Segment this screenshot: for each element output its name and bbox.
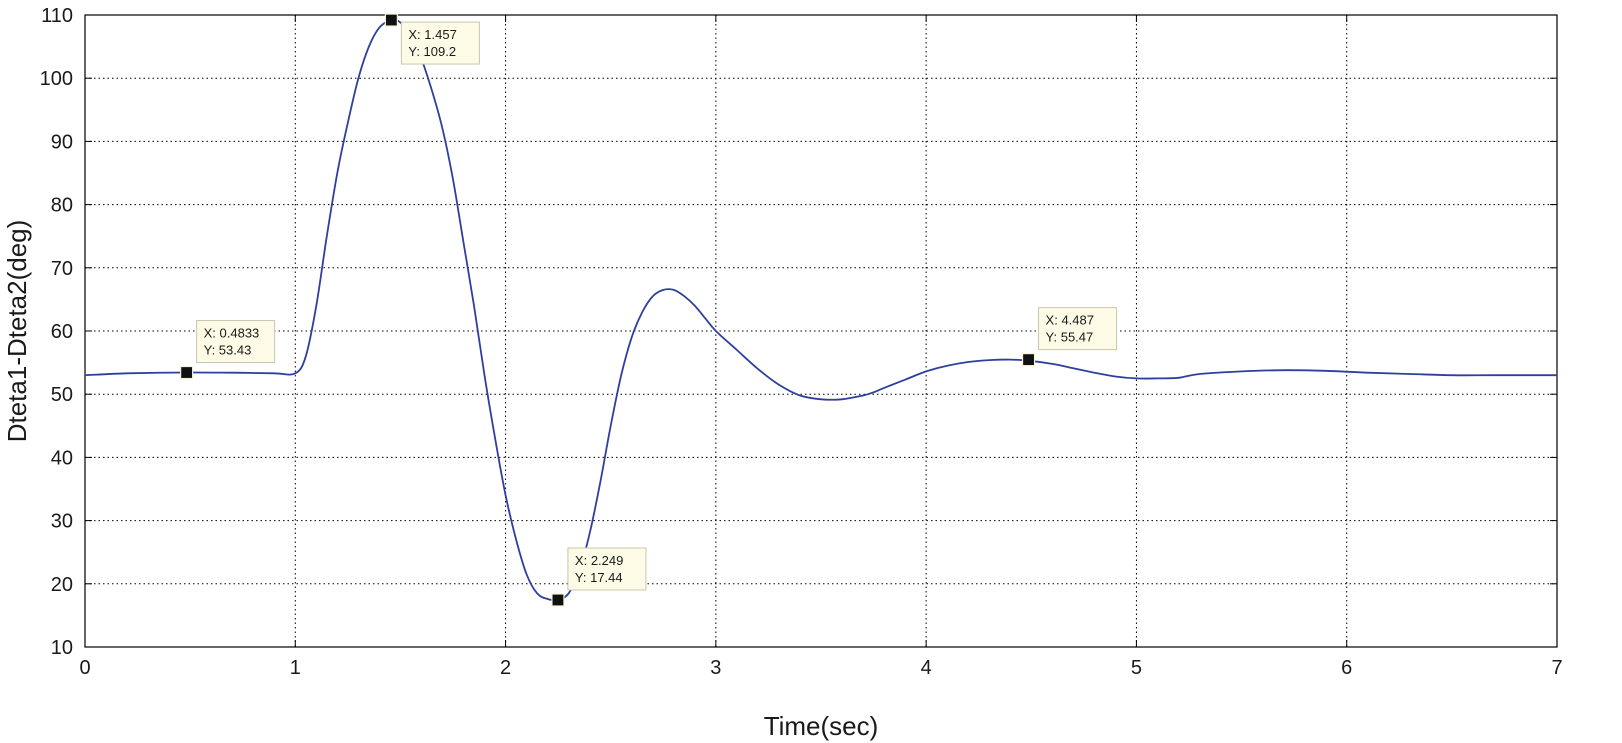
y-tick-label: 20 [51, 574, 73, 596]
y-tick-label: 110 [41, 5, 73, 27]
y-tick-label: 60 [51, 321, 73, 343]
datatip-box [196, 320, 276, 364]
x-tick-label: 2 [500, 657, 511, 679]
datatip-marker [180, 365, 194, 380]
x-tick-label: 5 [1131, 657, 1142, 679]
datatip-x-label: X: 2.249 [575, 553, 623, 568]
x-tick-label: 4 [921, 657, 932, 679]
y-tick-label: 30 [51, 511, 73, 533]
x-axis-title: Time(sec) [764, 711, 879, 741]
datatip-box [400, 21, 480, 65]
series-layer [84, 18, 1557, 602]
y-tick-label: 40 [51, 447, 73, 469]
datatip-box [1038, 307, 1118, 351]
x-tick-label: 6 [1341, 657, 1352, 679]
x-tick-label: 1 [290, 657, 301, 679]
datatip-layer: X: 0.4833 Y: 53.43 X: 1.457 Y: 109.2 X: 2.24… [180, 13, 1118, 607]
axis-ticks: 0 1 2 3 4 5 6 7 10 20 30 40 50 60 70 80 90 100 110 [40, 5, 1563, 679]
y-tick-label: 10 [51, 637, 73, 659]
datatip: X: 4.487 Y: 55.47 [1021, 307, 1118, 367]
datatip-marker [551, 593, 565, 607]
datatip-y-label: Y: 55.47 [1046, 330, 1094, 345]
datatip: X: 1.457 Y: 109.2 [384, 13, 480, 65]
x-tick-label: 0 [79, 657, 90, 679]
y-tick-label: 100 [40, 68, 73, 90]
y-tick-label: 80 [51, 195, 73, 217]
datatip-box [567, 547, 647, 591]
x-tick-label: 7 [1551, 657, 1562, 679]
datatip-x-label: X: 1.457 [408, 27, 456, 42]
datatip-marker [1021, 353, 1036, 367]
datatip-y-label: Y: 17.44 [575, 570, 623, 585]
datatip-marker [384, 13, 398, 27]
datatip-y-label: Y: 53.43 [204, 343, 252, 358]
y-tick-label: 50 [51, 384, 73, 406]
y-tick-label: 90 [51, 131, 73, 153]
datatip-y-label: Y: 109.2 [408, 44, 456, 59]
datatip: X: 0.4833 Y: 53.43 [180, 320, 276, 380]
datatip: X: 2.249 Y: 17.44 [551, 547, 647, 607]
y-axis-title: Dteta1-Dteta2(deg) [2, 220, 32, 443]
series-line [84, 18, 1557, 602]
datatip-x-label: X: 0.4833 [204, 326, 260, 341]
grid [85, 15, 1557, 647]
datatip-x-label: X: 4.487 [1046, 313, 1094, 328]
x-tick-label: 3 [710, 657, 721, 679]
y-tick-label: 70 [51, 258, 73, 280]
